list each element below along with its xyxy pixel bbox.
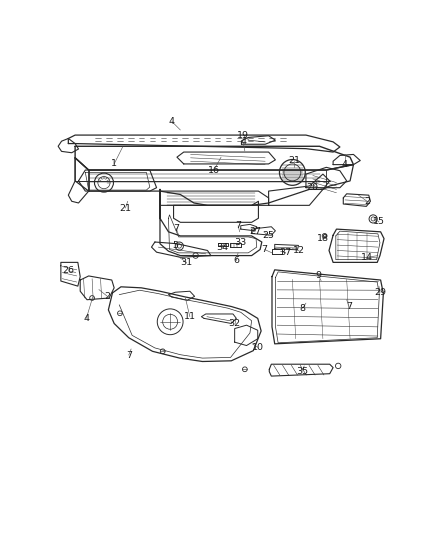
- Text: 4: 4: [169, 117, 175, 126]
- Text: 20: 20: [307, 183, 319, 192]
- Text: 7: 7: [126, 351, 132, 360]
- Text: 12: 12: [293, 246, 305, 255]
- Text: 7: 7: [346, 302, 352, 311]
- Text: 4: 4: [83, 314, 89, 323]
- Text: 31: 31: [180, 258, 193, 267]
- Text: 19: 19: [237, 131, 249, 140]
- Text: 1: 1: [111, 159, 117, 168]
- Text: 26: 26: [62, 266, 74, 276]
- Text: 4: 4: [342, 160, 348, 169]
- Text: 34: 34: [216, 243, 228, 252]
- Text: 29: 29: [374, 288, 386, 297]
- Text: 25: 25: [263, 231, 275, 240]
- Text: 2: 2: [104, 292, 110, 301]
- Text: 10: 10: [252, 343, 264, 352]
- Text: 18: 18: [317, 234, 329, 243]
- Text: 15: 15: [373, 217, 385, 226]
- Text: 5: 5: [172, 241, 178, 250]
- Text: 21: 21: [288, 156, 300, 165]
- Text: 27: 27: [249, 228, 261, 236]
- Text: 7: 7: [173, 224, 179, 233]
- Text: 9: 9: [316, 271, 322, 280]
- Text: 32: 32: [229, 319, 241, 328]
- Text: 6: 6: [233, 256, 239, 265]
- Text: 4: 4: [240, 138, 246, 147]
- Text: 35: 35: [296, 367, 308, 376]
- Text: 11: 11: [184, 312, 196, 321]
- Text: 21: 21: [120, 204, 131, 213]
- Text: 7: 7: [235, 221, 241, 230]
- Text: 33: 33: [235, 238, 247, 247]
- Text: 8: 8: [300, 304, 306, 313]
- Text: 37: 37: [279, 248, 292, 257]
- Text: 16: 16: [208, 166, 219, 175]
- Text: 2: 2: [364, 197, 370, 206]
- Text: 7: 7: [261, 245, 268, 254]
- Text: 14: 14: [361, 253, 373, 262]
